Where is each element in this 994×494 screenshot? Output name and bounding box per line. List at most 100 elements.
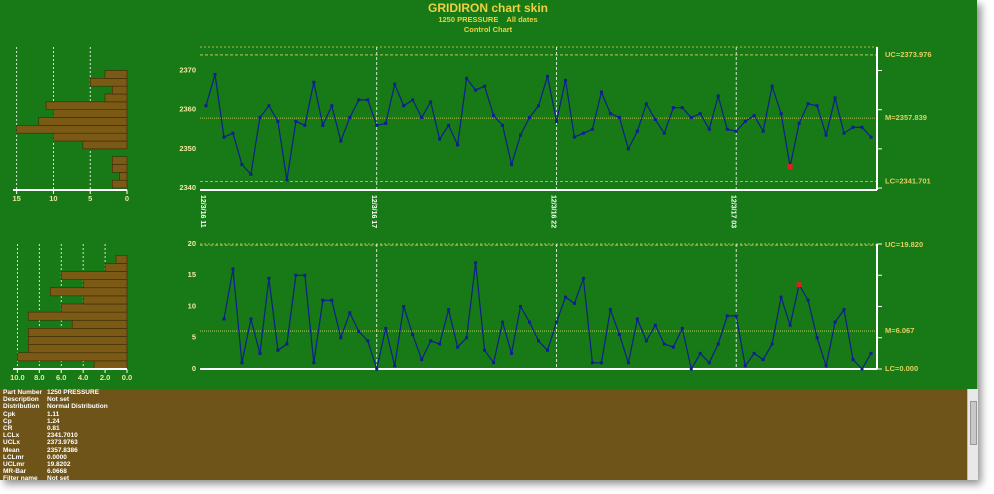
data-point <box>698 351 702 355</box>
histogram-bar <box>82 140 128 150</box>
x-tick-label: 5 <box>88 194 92 203</box>
data-point <box>537 104 540 108</box>
data-point <box>707 127 711 131</box>
info-key: Description <box>3 396 39 404</box>
data-point <box>869 135 873 139</box>
background <box>0 0 977 389</box>
data-point <box>563 78 567 82</box>
histogram-bar <box>104 263 128 272</box>
histogram-bar <box>111 85 128 95</box>
x-tick-label: 12/3/17 03 <box>729 195 736 228</box>
data-point <box>707 361 711 365</box>
data-point <box>339 336 343 340</box>
data-point <box>770 84 774 88</box>
data-point <box>258 116 262 120</box>
scrollbar[interactable] <box>967 389 978 480</box>
info-row: Cpk 1.11 <box>0 411 967 418</box>
info-value: 1250 PRESSURE <box>47 389 100 396</box>
info-value: Not set <box>47 475 70 480</box>
data-point <box>815 336 819 340</box>
data-point <box>860 125 864 129</box>
info-value: 2341.7010 <box>47 432 78 440</box>
data-point <box>231 267 235 271</box>
data-point <box>788 323 792 327</box>
info-key: UCLmr <box>3 460 25 468</box>
data-point <box>393 364 397 368</box>
y-tick-label: 5 <box>192 333 196 342</box>
data-point <box>806 298 810 302</box>
data-point <box>312 361 316 365</box>
histogram-bar <box>49 287 128 297</box>
info-key: CR <box>3 424 13 432</box>
data-point <box>285 178 289 182</box>
data-point <box>348 116 352 120</box>
data-point <box>294 119 298 123</box>
data-point <box>402 104 406 108</box>
info-key: UCLx <box>3 439 20 447</box>
histogram-bar <box>53 109 128 118</box>
info-value: 1.24 <box>47 417 60 425</box>
data-point <box>321 123 325 127</box>
y-tick-label: 0 <box>192 364 196 373</box>
data-point <box>635 129 639 133</box>
info-value: 1.11 <box>47 410 60 418</box>
data-point <box>770 342 774 346</box>
histogram-bar <box>111 164 128 173</box>
info-value: 0.81 <box>47 424 60 432</box>
info-row: UCLmr 19.8202 <box>0 461 967 468</box>
data-point <box>545 74 549 78</box>
x-tick-label: 0.0 <box>122 373 132 382</box>
x-tick-label: 0 <box>125 194 129 203</box>
scroll-thumb[interactable] <box>970 401 977 445</box>
info-value: Not set <box>47 396 70 404</box>
data-point <box>402 305 406 308</box>
data-point <box>330 104 334 108</box>
data-point <box>258 351 262 355</box>
data-point <box>465 336 469 340</box>
data-point <box>851 358 855 362</box>
info-key: Filter name <box>3 475 38 480</box>
data-point <box>761 129 765 133</box>
data-point <box>213 72 217 76</box>
data-point <box>689 116 693 120</box>
histogram-bar <box>28 311 128 321</box>
info-key: Distribution <box>3 403 40 411</box>
data-point <box>689 367 693 371</box>
data-point <box>456 345 460 349</box>
histogram-bar <box>28 336 128 345</box>
info-value: 2373.9763 <box>47 439 78 447</box>
data-point <box>554 119 558 123</box>
x-tick-label: 12/3/16 17 <box>370 195 377 228</box>
histogram-bar <box>111 156 128 165</box>
data-point <box>734 314 738 318</box>
data-point <box>492 114 496 118</box>
x-tick-label: 10.0 <box>10 373 25 382</box>
y-tick-label: 15 <box>188 270 196 279</box>
histogram-bar <box>115 254 128 264</box>
data-point <box>725 314 729 318</box>
data-point <box>429 339 433 343</box>
data-point <box>833 320 837 324</box>
data-point <box>797 121 801 125</box>
data-point <box>680 326 684 330</box>
info-key: Cp <box>3 417 12 425</box>
data-point <box>698 112 702 116</box>
histogram-bar <box>93 360 128 370</box>
histogram-bar <box>119 172 128 181</box>
data-point <box>420 358 424 362</box>
info-row: Description Not set <box>0 396 967 403</box>
data-point <box>806 102 810 106</box>
data-point <box>240 163 244 167</box>
data-point <box>285 342 289 346</box>
data-point <box>617 333 621 337</box>
data-point <box>662 131 666 135</box>
data-point <box>716 94 720 98</box>
data-point <box>366 98 370 102</box>
data-point <box>671 345 675 349</box>
data-point <box>743 364 747 368</box>
data-point <box>348 311 352 315</box>
data-point <box>357 98 361 102</box>
window: GRIDIRON chart skin 1250 PRESSURE All da… <box>0 0 978 480</box>
data-point <box>635 317 639 321</box>
